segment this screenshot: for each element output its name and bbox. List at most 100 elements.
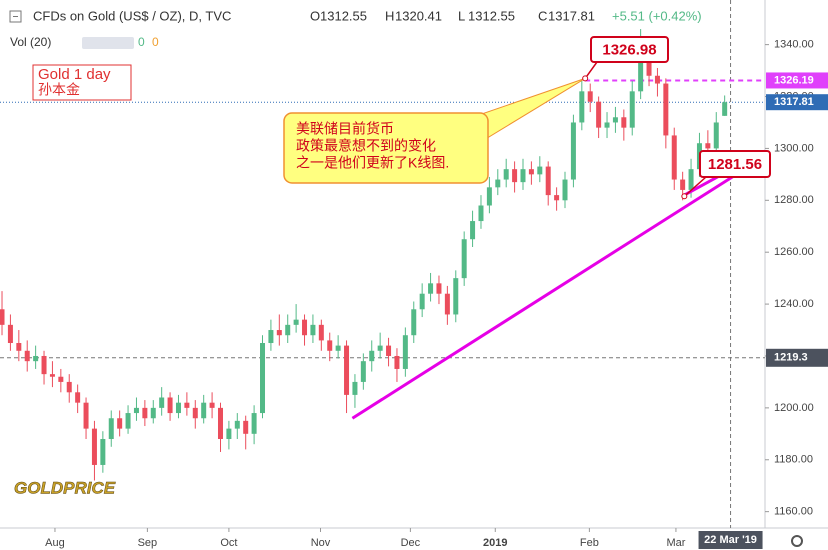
volume-value: 0: [138, 35, 145, 49]
candle-body: [159, 397, 165, 408]
candle-body: [100, 439, 106, 465]
ohlc-value: 1320.41: [395, 8, 442, 23]
candle-body: [302, 319, 308, 336]
annotation-point: [582, 75, 589, 82]
settings-icon[interactable]: [791, 535, 803, 547]
candle-body: [276, 330, 282, 336]
candle-body: [91, 428, 97, 465]
candle-body: [133, 407, 139, 414]
candle-body: [612, 117, 618, 123]
price-tag: [766, 72, 828, 89]
candle-body: [604, 122, 610, 128]
x-tick-label: Sep: [138, 537, 158, 549]
symbol-title: CFDs on Gold (US$ / OZ), D, TVC: [33, 8, 231, 23]
collapse-icon[interactable]: [9, 10, 22, 23]
candle-body: [537, 166, 543, 175]
logo: GOLDPRICE: [14, 478, 116, 497]
candle-body: [377, 345, 383, 351]
ohlc-prefix: C: [538, 8, 547, 23]
crosshair-time-tag: [698, 531, 763, 549]
candle-body: [16, 343, 22, 351]
candle-body: [503, 169, 509, 180]
x-tick-label: Nov: [311, 537, 331, 549]
candle-body: [369, 350, 375, 362]
y-tick-label: 1160.00: [774, 506, 813, 518]
candle-body: [150, 407, 156, 419]
candle-body: [428, 283, 434, 294]
candle-body: [0, 309, 5, 325]
candle-body: [705, 143, 711, 149]
candle-body: [335, 345, 341, 351]
candle-body: [495, 179, 501, 188]
candle-body: [579, 91, 585, 123]
candle-body: [175, 402, 181, 414]
candle-body: [486, 187, 492, 206]
y-tick-label: 1260.00: [774, 246, 814, 258]
candle-body: [663, 83, 669, 136]
price-tag-label: 1317.81: [774, 96, 814, 108]
candle-body: [722, 102, 728, 116]
candle-body: [436, 283, 442, 294]
candle-body: [520, 169, 526, 183]
y-tick-label: 1200.00: [774, 402, 814, 414]
candle-body: [293, 319, 299, 325]
candle-body: [142, 407, 148, 419]
y-tick-label: 1300.00: [774, 142, 814, 154]
candle-body: [184, 402, 190, 408]
candle-body: [117, 418, 123, 429]
candle-body: [411, 309, 417, 336]
y-tick-label: 1240.00: [774, 298, 814, 310]
candle-body: [125, 413, 131, 429]
crosshair-time-label: 22 Mar '19: [704, 534, 757, 546]
candle-body: [621, 117, 627, 128]
candle-body: [596, 101, 602, 128]
candle-body: [226, 428, 232, 440]
candle-body: [688, 169, 694, 190]
candle-body: [545, 166, 551, 196]
y-tick-label: 1280.00: [774, 194, 814, 206]
candle-body: [478, 205, 484, 222]
volume-icons[interactable]: [82, 37, 134, 49]
x-tick-label: Oct: [220, 537, 237, 549]
candle-body: [49, 374, 55, 377]
candle-body: [285, 324, 291, 336]
candle-body: [638, 60, 644, 92]
volume-value: 0: [152, 35, 159, 49]
title-box: [32, 64, 132, 101]
candle-body: [7, 324, 13, 344]
price-tag: [766, 94, 828, 111]
ohlc-value: 1317.81: [548, 8, 595, 23]
volume-label: Vol (20): [10, 35, 51, 49]
candle-body: [108, 418, 114, 440]
candle-body: [352, 381, 358, 395]
candle-body: [167, 397, 173, 414]
candle-body: [444, 293, 450, 315]
candle-body: [33, 355, 39, 362]
candle-body: [671, 135, 677, 180]
candle-body: [528, 169, 534, 175]
ohlc-prefix: H: [385, 8, 394, 23]
annotation-point: [681, 193, 688, 200]
candle-body: [512, 169, 518, 183]
candle-body: [243, 420, 249, 434]
candle-body: [629, 91, 635, 128]
price-tag-label: 1326.19: [774, 74, 814, 86]
candle-body: [470, 221, 476, 240]
annotation-label: 1326.98: [602, 41, 656, 58]
candle-body: [260, 343, 266, 414]
x-tick-label: Aug: [45, 537, 65, 549]
x-tick-label: 2019: [483, 537, 507, 549]
candle-body: [654, 75, 660, 84]
candle-body: [192, 407, 198, 419]
candle-body: [24, 350, 30, 362]
chart-subtitle: 孙本金: [38, 82, 80, 98]
candle-body: [386, 345, 392, 356]
candle-body: [209, 402, 215, 408]
candle-body: [310, 324, 316, 336]
crosshair-price-tag: [766, 348, 828, 367]
candle-body: [453, 278, 459, 315]
x-tick-label: Feb: [580, 537, 599, 549]
y-tick-label: 1340.00: [774, 39, 814, 51]
